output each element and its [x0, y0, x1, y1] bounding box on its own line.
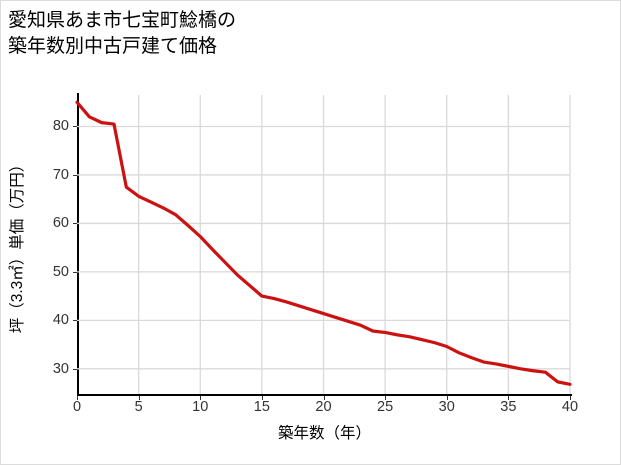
y-tick-mark	[73, 223, 77, 225]
y-tick-mark	[73, 271, 77, 273]
y-tick-label: 30	[52, 360, 69, 377]
y-tick-label: 80	[52, 118, 69, 135]
y-tick-mark	[73, 320, 77, 322]
y-tick-mark	[73, 174, 77, 176]
x-tick-label: 5	[134, 399, 143, 415]
x-tick-label: 0	[72, 399, 82, 415]
x-tick-mark	[570, 396, 571, 400]
x-tick-label: 20	[315, 399, 332, 415]
page-title: 愛知県あま市七宝町鯰橋の 築年数別中古戸建て価格	[8, 10, 237, 57]
x-tick-label: 35	[500, 399, 517, 415]
y-tick-label: 50	[52, 263, 69, 280]
x-tick-mark	[77, 396, 78, 400]
y-axis-title: 坪（3.3㎡）単価（万円）	[9, 156, 26, 334]
x-axis-title: 築年数（年）	[277, 425, 371, 442]
y-tick-label: 40	[52, 312, 69, 329]
y-tick-label: 60	[52, 215, 69, 232]
x-tick-mark	[385, 396, 387, 400]
x-tick-mark	[323, 396, 325, 400]
x-tick-label: 10	[192, 399, 209, 415]
x-tick-label: 15	[253, 399, 270, 415]
y-tick-mark	[73, 368, 77, 370]
plot-area	[75, 95, 572, 394]
x-tick-label: 30	[438, 399, 455, 415]
price-line	[75, 100, 572, 386]
x-tick-mark	[138, 396, 140, 400]
x-tick-mark	[200, 396, 202, 400]
x-tick-label: 25	[377, 399, 394, 415]
x-tick-mark	[508, 396, 510, 400]
x-tick-mark	[261, 396, 263, 400]
y-tick-label: 70	[52, 166, 69, 183]
grid-lines	[77, 95, 571, 394]
data-line-series	[75, 100, 572, 386]
x-axis-spine	[77, 394, 572, 396]
x-tick-label: 40	[561, 399, 579, 415]
x-tick-mark	[446, 396, 448, 400]
y-tick-mark	[73, 126, 77, 128]
y-axis-spine	[77, 93, 79, 396]
